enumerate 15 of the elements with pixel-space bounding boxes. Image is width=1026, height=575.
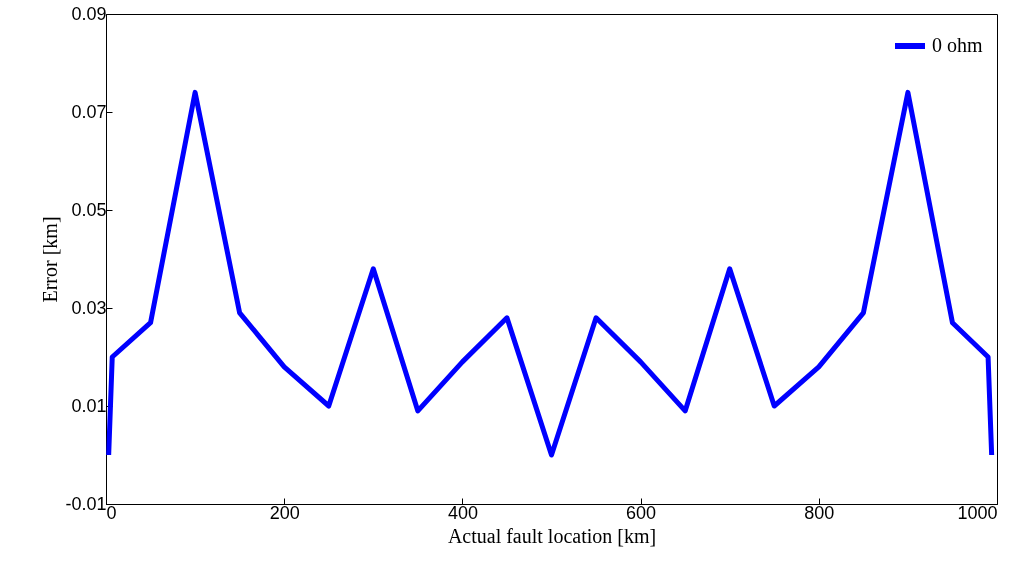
x-tick-label: 1000 (957, 502, 998, 523)
x-axis-title: Actual fault location [km] (447, 524, 657, 547)
y-tick-label: -0.01 (65, 493, 107, 514)
x-tick-label: 400 (447, 502, 478, 523)
x-tick-label: 800 (804, 502, 835, 523)
legend-label: 0 ohm (932, 34, 983, 56)
y-tick-label: 0.03 (71, 297, 107, 318)
y-axis-title: Error [km] (39, 216, 62, 303)
y-tick-label: 0.05 (71, 199, 107, 220)
x-tick-label: 200 (269, 502, 300, 523)
y-tick-label: 0.01 (71, 395, 107, 416)
y-tick-label: 0.09 (71, 3, 107, 24)
x-tick-label: 600 (626, 502, 657, 523)
x-tick-label: 0 (106, 502, 117, 523)
y-tick-label: 0.07 (71, 101, 107, 122)
